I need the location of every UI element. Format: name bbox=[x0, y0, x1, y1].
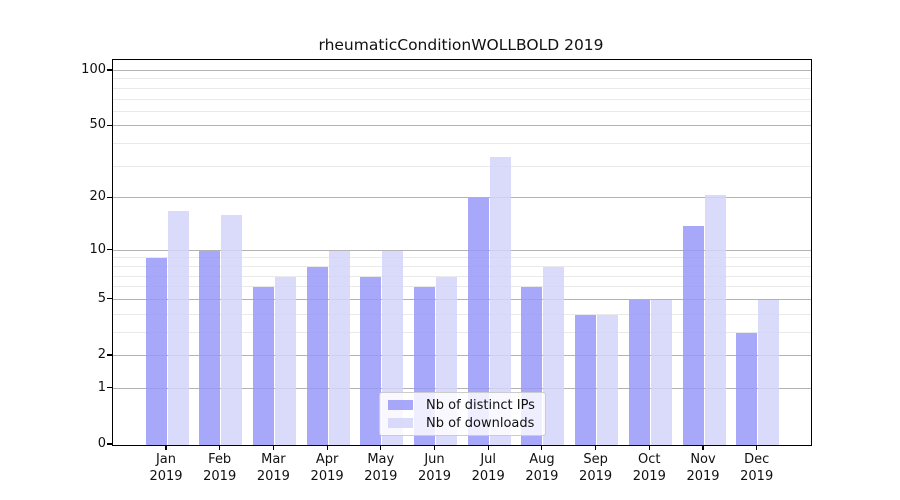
x-tick-label-sep: Sep 2019 bbox=[579, 452, 613, 484]
bar-downloads-apr bbox=[328, 250, 350, 445]
gridline-10 bbox=[113, 249, 811, 251]
gridline-40 bbox=[113, 143, 811, 145]
bar-distinct-ips-jul bbox=[467, 198, 489, 445]
x-tick-label-aug: Aug 2019 bbox=[525, 452, 559, 484]
bar-downloads-oct bbox=[650, 299, 672, 445]
x-tick-label-jun: Jun 2019 bbox=[417, 452, 452, 484]
bar-downloads-mar bbox=[274, 276, 296, 445]
y-tick-label-50: 50 bbox=[89, 117, 106, 133]
bar-downloads-feb bbox=[221, 215, 243, 445]
bar-distinct-ips-sep bbox=[575, 314, 597, 445]
x-tick-sep bbox=[595, 445, 597, 450]
x-tick-label-mar: Mar 2019 bbox=[256, 452, 290, 484]
x-tick-apr bbox=[326, 445, 328, 450]
x-tick-label-dec: Dec 2019 bbox=[740, 452, 774, 484]
x-tick-aug bbox=[541, 445, 543, 450]
y-tick-1 bbox=[107, 387, 112, 389]
x-tick-label-feb: Feb 2019 bbox=[203, 452, 237, 484]
x-tick-label-apr: Apr 2019 bbox=[310, 452, 344, 484]
gridline-5 bbox=[113, 298, 811, 300]
y-tick-20 bbox=[107, 196, 112, 198]
y-tick-50 bbox=[107, 124, 112, 126]
y-tick-label-2: 2 bbox=[97, 346, 106, 362]
bar-downloads-sep bbox=[597, 314, 619, 445]
x-tick-jun bbox=[433, 445, 436, 450]
legend-swatch-downloads bbox=[388, 418, 413, 428]
x-tick-feb bbox=[219, 445, 221, 450]
y-tick-100 bbox=[107, 69, 112, 71]
bar-downloads-nov bbox=[704, 194, 726, 445]
y-tick-label-1: 1 bbox=[97, 379, 106, 395]
legend-label-distinct-ips: Nb of distinct IPs bbox=[426, 397, 535, 413]
y-tick-0 bbox=[107, 443, 112, 445]
gridline-6 bbox=[113, 286, 811, 288]
bar-distinct-ips-apr bbox=[306, 266, 328, 445]
gridline-1 bbox=[113, 387, 811, 389]
chart-title: rheumaticConditionWOLLBOLD 2019 bbox=[318, 36, 604, 54]
gridline-90 bbox=[113, 78, 811, 80]
bar-distinct-ips-mar bbox=[252, 287, 274, 445]
legend: Nb of distinct IPs Nb of downloads bbox=[379, 392, 546, 436]
gridline-70 bbox=[113, 98, 811, 100]
bar-distinct-ips-feb bbox=[199, 250, 221, 445]
gridline-9 bbox=[113, 257, 811, 259]
y-tick-label-0: 0 bbox=[97, 436, 106, 451]
legend-item-downloads: Nb of downloads bbox=[388, 416, 537, 431]
bar-distinct-ips-oct bbox=[628, 299, 650, 445]
x-tick-oct bbox=[648, 445, 650, 450]
gridline-50 bbox=[113, 125, 811, 127]
bar-downloads-aug bbox=[543, 266, 565, 445]
gridline-4 bbox=[113, 313, 811, 315]
gridline-80 bbox=[113, 87, 811, 89]
bar-downloads-dec bbox=[758, 299, 780, 445]
bar-distinct-ips-may bbox=[360, 276, 382, 445]
y-tick-5 bbox=[107, 298, 112, 300]
x-tick-label-jul: Jul 2019 bbox=[471, 452, 505, 484]
gridline-2 bbox=[113, 354, 811, 356]
x-tick-dec bbox=[756, 445, 758, 450]
x-tick-label-jan: Jan 2019 bbox=[149, 452, 183, 484]
gridline-20 bbox=[113, 197, 811, 199]
y-tick-label-10: 10 bbox=[89, 241, 106, 257]
legend-item-distinct-ips: Nb of distinct IPs bbox=[388, 398, 537, 413]
y-tick-label-20: 20 bbox=[89, 189, 106, 205]
y-tick-2 bbox=[107, 354, 112, 356]
gridline-3 bbox=[113, 331, 811, 333]
x-tick-mar bbox=[272, 445, 274, 450]
bar-downloads-jan bbox=[167, 210, 189, 445]
bar-downloads-jul bbox=[489, 156, 511, 445]
gridline-7 bbox=[113, 275, 811, 277]
x-tick-may bbox=[380, 445, 382, 450]
legend-swatch-distinct-ips bbox=[388, 400, 413, 410]
gridline-100 bbox=[113, 70, 811, 71]
gridline-8 bbox=[113, 265, 811, 267]
plot-area bbox=[112, 59, 812, 446]
gridline-60 bbox=[113, 110, 811, 112]
y-tick-10 bbox=[107, 249, 112, 251]
x-tick-label-nov: Nov 2019 bbox=[686, 452, 720, 484]
x-tick-label-may: May 2019 bbox=[364, 452, 398, 484]
y-tick-label-100: 100 bbox=[81, 62, 106, 77]
bar-distinct-ips-jan bbox=[145, 258, 167, 445]
x-tick-nov bbox=[702, 445, 704, 450]
legend-label-downloads: Nb of downloads bbox=[426, 415, 535, 431]
bar-distinct-ips-dec bbox=[736, 332, 758, 445]
x-tick-jan bbox=[165, 445, 167, 450]
x-tick-jul bbox=[487, 445, 489, 450]
gridline-30 bbox=[113, 165, 811, 167]
bar-distinct-ips-nov bbox=[682, 225, 704, 445]
x-tick-label-oct: Oct 2019 bbox=[632, 452, 666, 484]
y-tick-label-5: 5 bbox=[97, 290, 106, 306]
